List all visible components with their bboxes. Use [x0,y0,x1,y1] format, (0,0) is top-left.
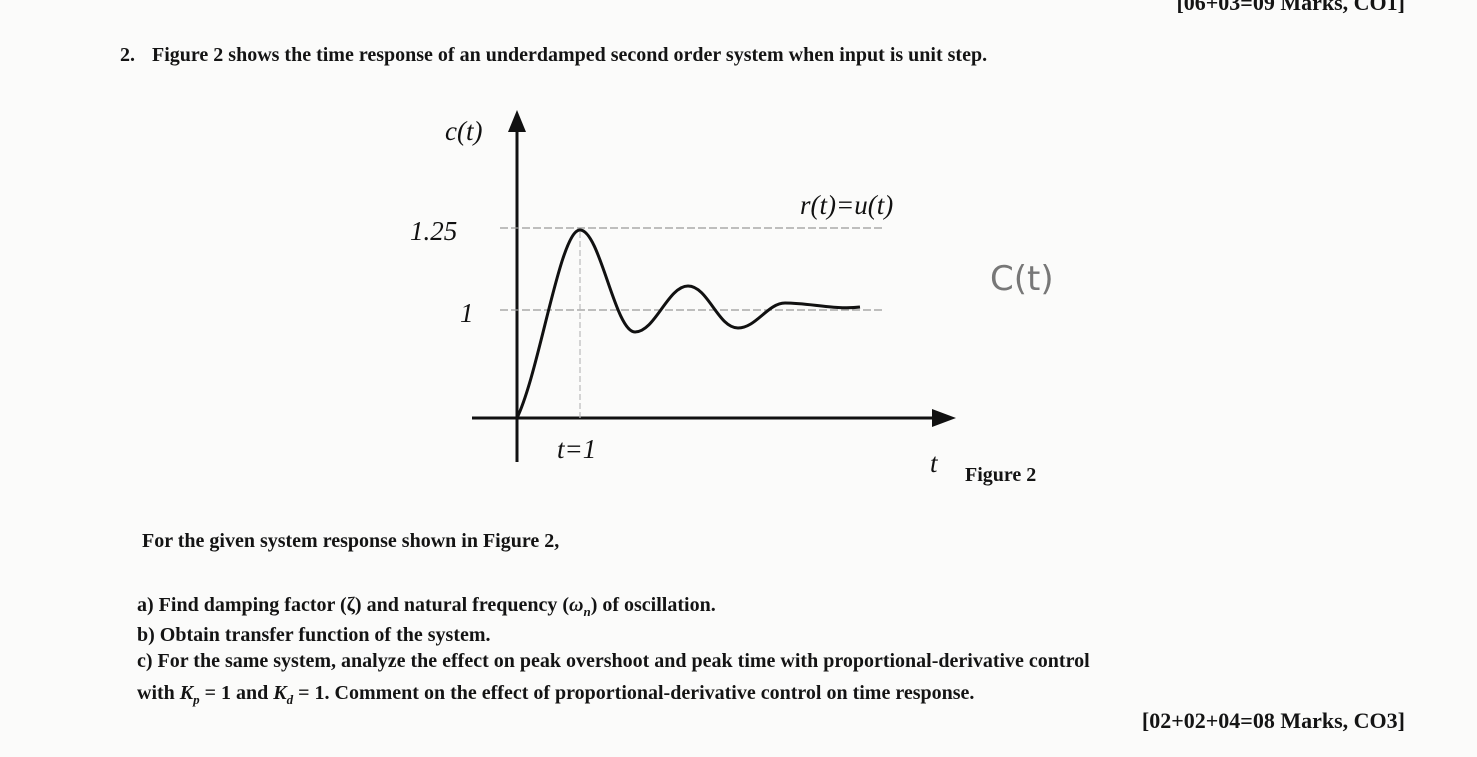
part-label: a) [137,594,154,616]
figure-caption: Figure 2 [965,464,1037,486]
part-b: b) Obtain transfer function of the syste… [137,624,491,647]
part-label: b) [137,624,155,646]
part-text: For the same system, analyze the effect … [157,650,1090,672]
part-a: a) Find damping factor (ζ) and natural f… [137,594,716,620]
symbol: K [273,682,287,704]
prompt: For the given system response shown in F… [142,530,560,552]
part-text: = 1 and [199,682,274,704]
subscript: d [286,692,294,707]
input-label: r(t)=u(t) [800,190,893,220]
y-arrow [508,110,526,132]
marks: [02+02+04=08 Marks, CO3] [1141,708,1405,733]
handwritten-note: C(t) [990,259,1054,299]
part-text: Obtain transfer function of the system. [159,624,491,646]
part-text: = 1. Comment on the effect of proportion… [293,682,975,704]
part-c: c) For the same system, analyze the effe… [137,650,1090,673]
header-marks: [06+03=09 Marks, CO1] [1176,0,1405,15]
level-one-label: 1 [460,298,474,328]
level-high-label: 1.25 [410,216,457,246]
symbol: K [179,682,194,704]
part-text: ) of oscillation. [590,594,716,616]
part-text: with [137,682,180,704]
x-arrow [932,409,956,427]
part-label: c) [137,650,153,672]
peak-time-label: t=1 [557,434,596,464]
x-axis-label: t [930,448,939,478]
subscript: n [583,604,591,619]
question-number: 2. [120,44,135,66]
subscript: p [193,692,200,707]
question-text: Figure 2 shows the time response of an u… [152,44,988,66]
response-curve [515,228,861,419]
part-text: Find damping factor (ζ) and natural freq… [158,594,569,616]
y-axis-label: c(t) [445,116,482,146]
part-c-continued: with Kp = 1 and Kd = 1. Comment on the e… [137,682,974,708]
symbol: ω [569,594,584,616]
